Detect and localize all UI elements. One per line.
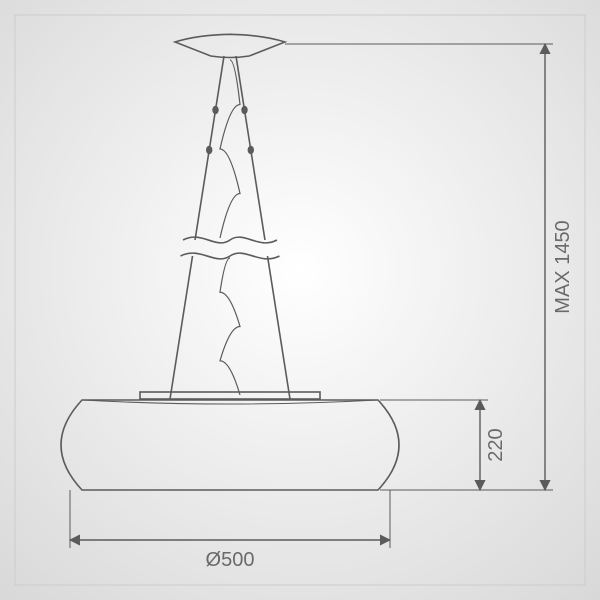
wire-clip (248, 146, 254, 154)
technical-drawing: MAX 1450 220 Ø500 (0, 0, 600, 600)
label-total-height: MAX 1450 (552, 220, 574, 313)
wire-clip (206, 146, 212, 154)
label-diameter: Ø500 (206, 549, 255, 571)
canvas-background (0, 0, 600, 600)
wire-clip (241, 106, 247, 114)
wire-clip (212, 106, 218, 114)
label-body-height: 220 (485, 428, 507, 461)
